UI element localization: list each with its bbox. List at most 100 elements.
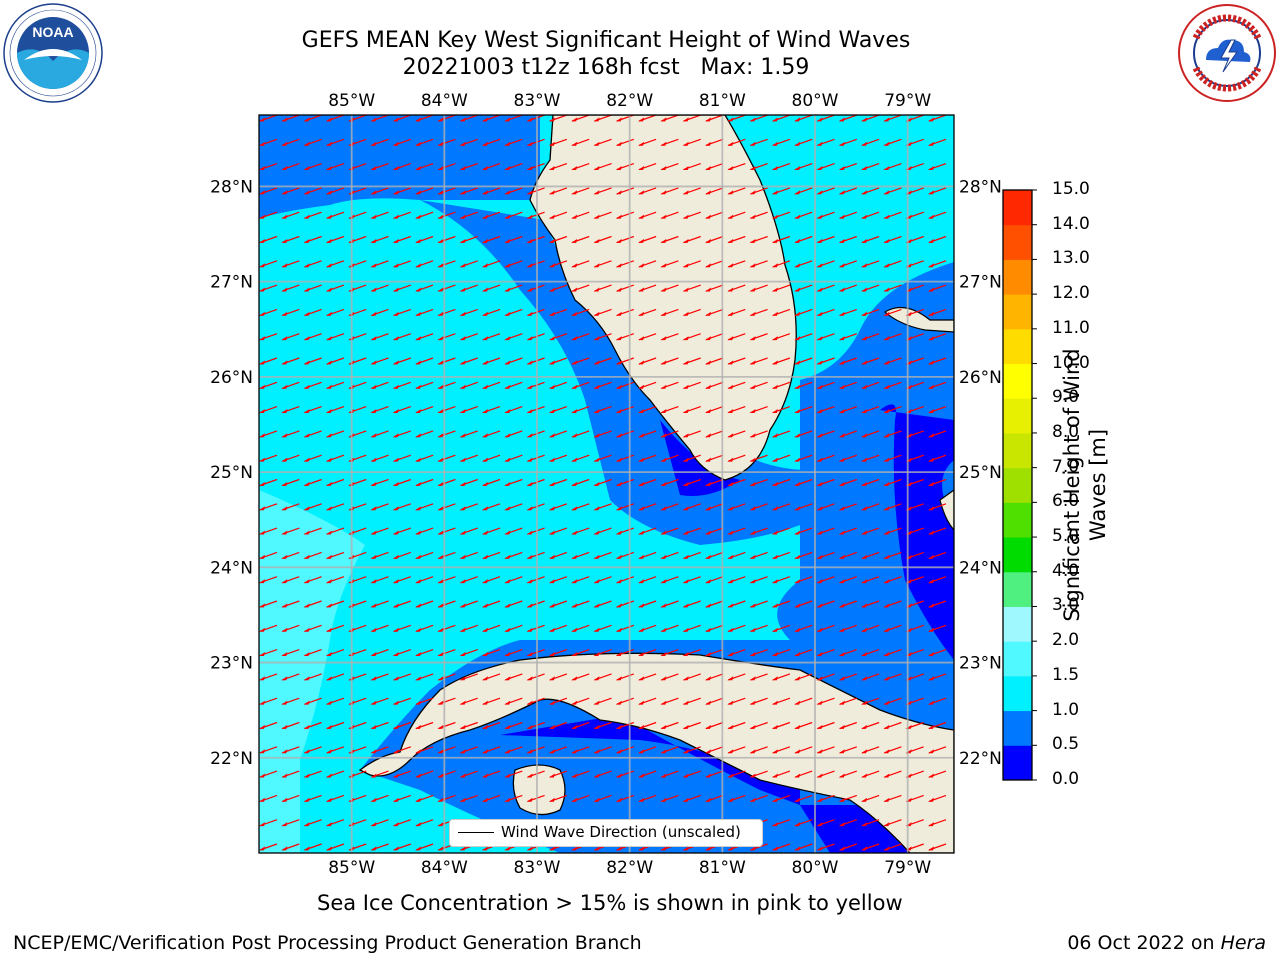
wind-arrow	[392, 430, 411, 438]
wind-arrow	[816, 721, 835, 730]
wind-arrow	[593, 115, 612, 122]
wind-arrow	[749, 138, 768, 146]
wind-arrow	[749, 115, 768, 122]
wind-arrow	[861, 624, 880, 632]
wind-arrow	[861, 284, 880, 292]
wind-arrow	[615, 115, 634, 122]
wind-arrow	[883, 260, 902, 268]
wind-arrow	[392, 115, 411, 122]
wind-arrow	[593, 673, 612, 681]
wind-arrow	[415, 794, 434, 802]
wind-arrow	[749, 673, 768, 681]
wind-arrow	[259, 163, 278, 171]
lon-tick-label-top: 83°W	[514, 91, 561, 111]
wind-arrow	[482, 211, 501, 219]
wind-arrow	[482, 721, 501, 730]
wind-arrow	[504, 649, 523, 657]
wind-arrow	[816, 649, 835, 657]
wind-arrow	[682, 770, 701, 778]
wind-arrow	[771, 527, 791, 535]
noaa-logo: NOAA	[3, 3, 103, 103]
wind-arrow	[883, 819, 902, 827]
wind-arrow	[370, 381, 389, 389]
wind-arrow	[638, 527, 657, 535]
wind-arrow	[883, 381, 902, 389]
wind-arrow	[838, 430, 857, 438]
wind-arrow	[771, 187, 791, 195]
wind-arrow	[259, 381, 278, 389]
wind-arrow	[883, 284, 902, 292]
sea-ice-note: Sea Ice Concentration > 15% is shown in …	[317, 891, 903, 915]
colorbar-tick-label: 7.0	[1052, 456, 1080, 477]
wind-arrow	[861, 843, 880, 851]
wind-arrow	[281, 503, 300, 511]
wind-arrow	[593, 454, 612, 462]
wind-arrow	[682, 794, 701, 802]
wind-arrow	[883, 721, 902, 730]
wind-arrow	[303, 794, 322, 802]
wind-arrow	[571, 454, 590, 462]
wind-arrow	[459, 308, 478, 316]
wind-arrow	[459, 697, 478, 705]
wind-arrow	[638, 430, 657, 438]
wind-arrow	[303, 503, 322, 511]
colorbar-title: Significant Height of Wind Waves [m]	[1059, 335, 1111, 635]
wind-arrow	[705, 527, 724, 535]
wind-arrow	[794, 260, 813, 268]
wind-arrow	[259, 649, 278, 657]
wind-arrow	[816, 527, 835, 535]
wind-arrow	[571, 260, 590, 268]
wind-arrow	[303, 649, 322, 657]
wind-arrow	[615, 551, 634, 559]
wind-arrow	[370, 187, 389, 195]
wind-arrow	[905, 478, 924, 487]
wind-arrow	[437, 794, 456, 802]
wind-arrow	[504, 381, 523, 389]
wind-arrow	[504, 746, 523, 754]
wind-arrow	[325, 624, 345, 632]
colorbar-band	[1003, 224, 1032, 260]
wind-arrow	[794, 624, 813, 632]
wind-arrow	[727, 284, 746, 292]
wind-arrow	[883, 503, 902, 511]
wind-arrow	[281, 138, 300, 146]
wind-arrow	[638, 454, 657, 462]
wind-arrow	[459, 211, 478, 219]
wind-arrow	[727, 551, 746, 559]
wind-arrow	[861, 357, 880, 365]
wind-arrow	[281, 478, 300, 487]
wind-arrow	[593, 624, 612, 632]
wind-arrow	[392, 454, 411, 462]
wind-arrow	[682, 430, 701, 438]
wind-arrow	[370, 430, 389, 438]
wind-arrow	[571, 284, 590, 292]
wind-arrow	[259, 746, 278, 754]
colorbar	[1002, 189, 1037, 781]
lon-tick-label-top: 85°W	[328, 91, 375, 111]
lat-tick-label-left: 28°N	[210, 177, 253, 197]
wind-arrow	[861, 527, 880, 535]
legend-label: Wind Wave Direction (unscaled)	[501, 823, 741, 841]
colorbar-band	[1003, 363, 1032, 399]
wind-arrow	[392, 284, 411, 292]
wind-arrow	[482, 333, 501, 341]
wind-arrow	[794, 333, 813, 341]
wind-arrow	[682, 576, 701, 584]
wind-arrow	[660, 649, 679, 657]
wind-arrow	[928, 308, 947, 316]
wind-arrow	[638, 770, 657, 778]
wind-arrow	[303, 406, 322, 414]
wind-arrow	[459, 794, 478, 802]
wind-arrow	[816, 235, 835, 244]
wind-arrow	[861, 138, 880, 146]
wind-arrow	[392, 819, 411, 827]
lon-tick-label-top: 79°W	[884, 91, 931, 111]
wind-arrow	[794, 819, 813, 827]
wind-arrow	[459, 746, 478, 754]
wind-arrow	[838, 115, 857, 122]
wind-arrow	[861, 115, 880, 122]
wind-arrow	[928, 600, 947, 608]
wind-arrow	[749, 600, 768, 608]
wind-arrow	[259, 187, 278, 195]
wind-arrow	[883, 333, 902, 341]
